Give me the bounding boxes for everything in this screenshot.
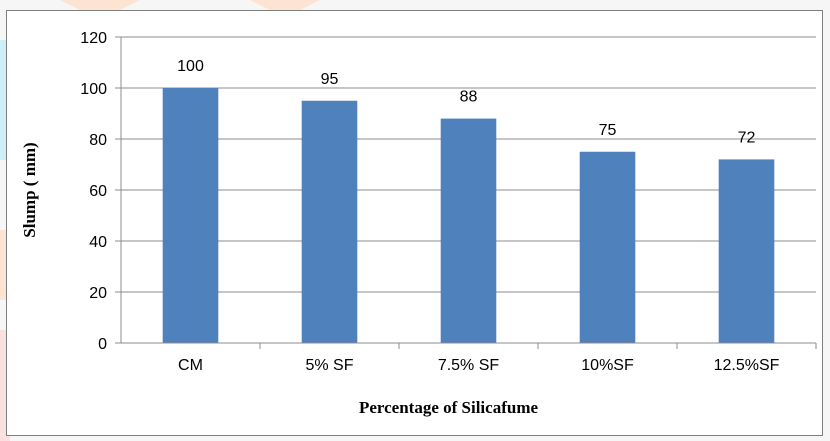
bar [301,100,358,343]
data-label: 100 [177,58,204,75]
y-tick-label: 100 [80,81,107,98]
x-tick-labels: CM 5% SF 7.5% SF 10%SF 12.5%SF [178,357,780,374]
x-axis-title: Percentage of Silicafume [359,398,539,417]
bars [162,88,775,343]
bar [718,159,775,343]
bar [162,88,219,343]
x-tick-label: 5% SF [305,357,353,374]
axes [115,36,817,349]
y-tick-label: 40 [89,234,107,251]
data-label: 95 [321,71,339,88]
x-tick-label: 12.5%SF [714,357,780,374]
y-tick-label: 0 [98,336,107,353]
x-tick-label: 7.5% SF [438,357,500,374]
bar [579,151,636,343]
data-label: 75 [599,122,617,139]
chart-frame [6,10,823,436]
x-tick-label: 10%SF [581,357,634,374]
y-axis-title: Slump ( mm) [20,142,39,237]
data-label: 72 [738,129,756,146]
data-label: 88 [460,89,478,106]
y-tick-labels: 0 20 40 60 80 100 120 [80,30,107,353]
bar [440,118,497,343]
y-tick-label: 60 [89,183,107,200]
y-tick-label: 80 [89,132,107,149]
y-tick-label: 20 [89,285,107,302]
data-labels: 100 95 88 75 72 [177,58,755,146]
y-tick-label: 120 [80,30,107,47]
bar-chart: 0 20 40 60 80 100 120 CM 5% SF 7.5% SF 10%SF 12.5%… [20,30,817,417]
x-tick-label: CM [178,357,203,374]
